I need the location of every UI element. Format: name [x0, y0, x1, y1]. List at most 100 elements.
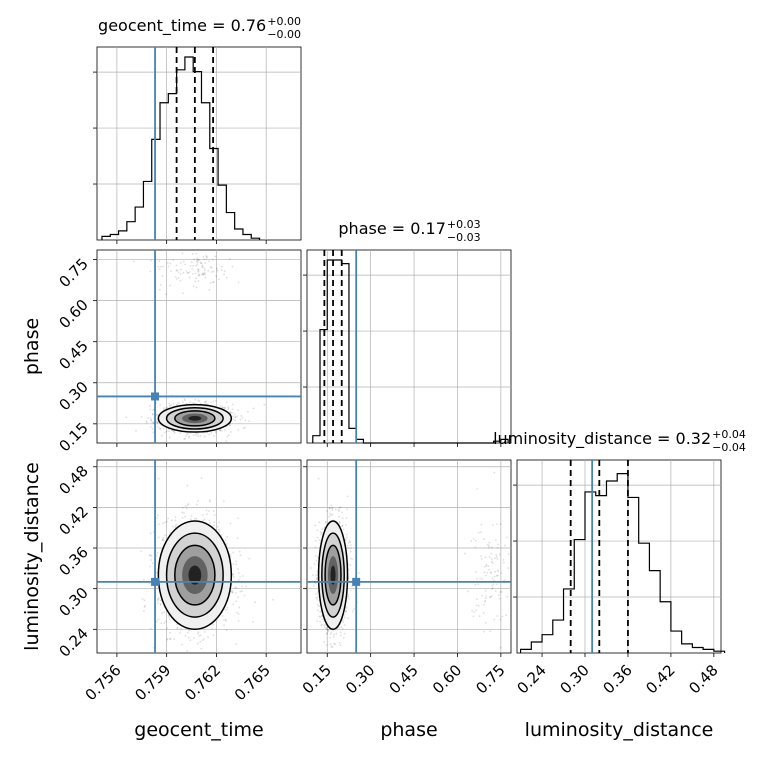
sample-point — [149, 565, 151, 568]
sample-point — [311, 574, 314, 577]
sample-point — [341, 619, 344, 622]
sample-point — [195, 252, 198, 255]
sample-point — [217, 528, 220, 531]
sample-point — [321, 528, 324, 531]
sample-point — [323, 640, 326, 643]
sample-point — [161, 538, 164, 541]
sample-point — [488, 544, 490, 547]
sample-point — [484, 556, 487, 559]
sample-point — [172, 430, 175, 432]
sample-point — [331, 645, 334, 648]
sample-point — [233, 586, 236, 589]
sample-point — [483, 630, 485, 633]
sample-point — [188, 276, 191, 279]
sample-point — [495, 539, 497, 542]
sample-point — [192, 285, 195, 288]
sample-point — [474, 571, 477, 573]
sample-point — [496, 558, 499, 560]
x-tick-label: 0.756 — [82, 661, 125, 704]
sample-point — [163, 622, 166, 625]
sample-point — [341, 517, 344, 520]
sample-point — [193, 637, 196, 639]
sample-point — [483, 571, 486, 574]
x-tick-label: 0.42 — [642, 661, 678, 697]
sample-point — [341, 511, 343, 514]
sample-point — [180, 627, 182, 630]
sample-point — [192, 434, 195, 437]
sample-point — [191, 252, 194, 255]
sample-point — [178, 402, 181, 404]
sample-point — [165, 430, 168, 433]
sample-point — [272, 598, 274, 601]
sample-point — [176, 402, 179, 405]
sample-point — [226, 606, 229, 609]
sample-point — [213, 435, 215, 437]
sample-point — [182, 271, 185, 274]
sample-point — [184, 263, 187, 266]
sample-point — [490, 584, 493, 587]
x-tick-label: 0.30 — [342, 661, 378, 697]
sample-point — [507, 567, 510, 569]
title-text: luminosity_distance = 0.32 — [493, 429, 711, 449]
sample-point — [345, 517, 348, 519]
sample-point — [156, 421, 159, 424]
sample-point — [206, 403, 209, 406]
sample-point — [477, 605, 480, 607]
sample-point — [181, 507, 184, 509]
sample-point — [210, 431, 213, 434]
sample-point — [224, 539, 227, 541]
sample-point — [480, 523, 483, 526]
sample-point — [149, 419, 152, 421]
sample-point — [195, 434, 197, 436]
sample-point — [199, 262, 202, 265]
sample-point — [317, 604, 319, 606]
sample-point — [212, 270, 215, 273]
sample-point — [218, 530, 221, 533]
sample-point — [162, 522, 164, 525]
sample-point — [173, 430, 176, 433]
sample-point — [314, 524, 317, 527]
sample-point — [157, 602, 159, 604]
sample-point — [210, 627, 213, 630]
sample-point — [184, 438, 187, 440]
sample-point — [235, 643, 238, 646]
sample-point — [221, 615, 224, 617]
sample-point — [349, 564, 352, 566]
sample-point — [479, 555, 482, 557]
sample-point — [210, 401, 213, 404]
sample-point — [244, 426, 246, 429]
sample-point — [215, 267, 218, 270]
sample-point — [152, 421, 155, 424]
sample-point — [341, 627, 344, 630]
sample-point — [143, 610, 145, 613]
sample-point — [151, 428, 154, 431]
sample-point — [232, 573, 235, 576]
sample-point — [220, 265, 223, 268]
sample-point — [184, 399, 186, 402]
sample-point — [179, 268, 182, 271]
sample-point — [145, 420, 148, 422]
sample-point — [318, 605, 321, 608]
sample-point — [226, 608, 228, 611]
sample-point — [495, 574, 498, 577]
sample-point — [491, 586, 494, 589]
sample-point — [316, 609, 319, 612]
sample-point — [214, 255, 217, 258]
title-upper-error: +0.00 — [267, 15, 301, 28]
sample-point — [152, 431, 155, 434]
sample-point — [316, 598, 319, 601]
sample-point — [145, 421, 148, 424]
sample-point — [218, 521, 221, 524]
sample-point — [165, 620, 167, 623]
sample-point — [174, 276, 177, 279]
scatter-panel-geocent_time-luminosity_distance — [93, 459, 302, 657]
sample-point — [149, 425, 152, 428]
density-contour — [188, 415, 202, 421]
sample-point — [185, 270, 188, 272]
sample-point — [183, 437, 186, 440]
sample-point — [158, 288, 161, 291]
sample-point — [230, 431, 232, 433]
sample-point — [325, 627, 328, 630]
sample-point — [196, 632, 199, 635]
sample-point — [209, 522, 212, 524]
